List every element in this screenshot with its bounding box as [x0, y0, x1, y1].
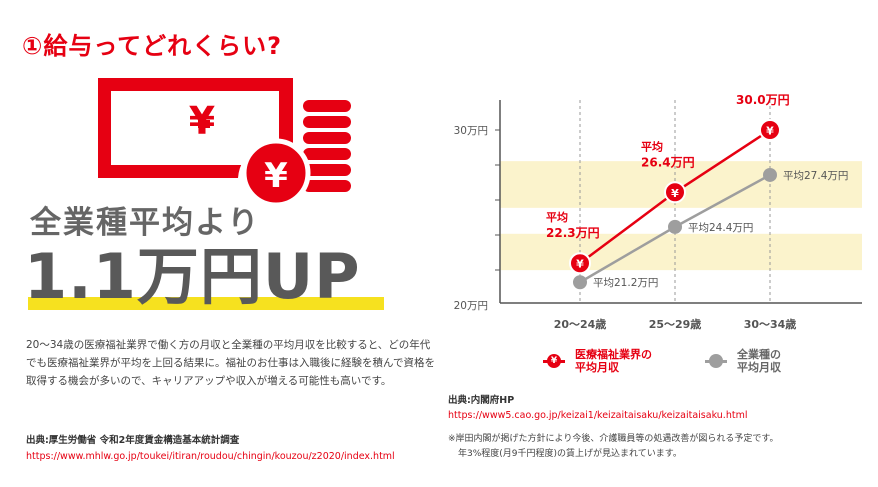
y-tick-label: 30万円: [454, 125, 488, 137]
medical-welfare-data-label: 22.3万円: [546, 226, 600, 240]
highlight-underline: [28, 297, 384, 310]
all-industries-point: [668, 219, 682, 234]
yen-coin-icon: [241, 138, 311, 203]
dot-marker-icon: [709, 354, 723, 368]
right-source-link[interactable]: https://www5.cao.go.jp/keizai1/keizaitai…: [448, 410, 748, 421]
medical-welfare-data-label: 26.4万円: [641, 155, 695, 169]
x-tick-label: 20～24歳: [554, 317, 607, 331]
all-industries-point: [573, 275, 587, 290]
all-industries-data-label: 平均24.4万円: [688, 222, 753, 234]
policy-note: ※岸田内閣が掲げた方針により今後、介護職員等の処遇改善が図られる予定です。 年3…: [448, 432, 778, 462]
medical-welfare-point: [664, 181, 686, 204]
y-tick-label: 20万円: [454, 300, 488, 312]
legend-label-line2: 平均月収: [575, 361, 619, 374]
highlight-band: [500, 233, 862, 271]
legend-all-industries: 全業種の 平均月収: [705, 348, 781, 374]
medical-welfare-point: [759, 119, 781, 141]
legend-label-line2: 平均月収: [737, 361, 781, 374]
banknote-yen-symbol: ¥: [189, 99, 215, 143]
left-source-label: 出典:厚生労働省 令和2年度賃金構造基本統計調査: [26, 435, 240, 446]
all-industries-point: [763, 167, 777, 182]
medical-welfare-label-top: 平均: [546, 210, 568, 224]
salary-line-chart: 30万円 20万円 20～24歳 25～29歳 30～34歳 ¥ ¥ ¥ 平均21.2万円 平…: [454, 90, 862, 331]
right-source-label: 出典:内閣府HP: [448, 395, 515, 406]
coin-yen-symbol: ¥: [264, 156, 288, 196]
yen-marker-icon: ¥: [576, 258, 584, 271]
medical-welfare-point: [569, 252, 591, 275]
money-icon: ¥ ¥: [98, 78, 351, 203]
note-line-1: ※岸田内閣が掲げた方針により今後、介護職員等の処遇改善が図られる予定です。: [448, 434, 779, 444]
page-title: ①給与ってどれくらい?: [22, 32, 283, 60]
medical-welfare-data-label: 30.0万円: [736, 93, 790, 107]
description-text: 20～34歳の医療福祉業界で働く方の月収と全業種の平均月収を比較すると、どの年代…: [26, 339, 435, 387]
legend-label-line1: 全業種の: [737, 348, 781, 361]
headline-figure: 1.1万円UP: [24, 240, 361, 313]
comparison-subhead: 全業種平均より: [30, 205, 261, 241]
medical-welfare-label-top: 平均: [736, 90, 758, 91]
x-tick-label: 25～29歳: [649, 317, 702, 331]
all-industries-data-label: 平均27.4万円: [783, 170, 848, 182]
coin-stack-icon: [303, 100, 351, 192]
yen-marker-icon: ¥: [547, 354, 561, 368]
note-line-2: 年3%程度(月9千円程度)の賃上げが見込まれています。: [458, 449, 682, 459]
yen-marker-icon: ¥: [766, 125, 774, 138]
yen-marker-icon: ¥: [671, 187, 679, 200]
legend-label-line1: 医療福祉業界の: [575, 348, 652, 361]
medical-welfare-label-top: 平均: [641, 139, 663, 153]
left-source-link[interactable]: https://www.mhlw.go.jp/toukei/itiran/rou…: [26, 451, 395, 462]
all-industries-data-label: 平均21.2万円: [593, 277, 658, 289]
legend-medical-welfare: ¥ 医療福祉業界の 平均月収: [543, 348, 652, 374]
x-tick-label: 30～34歳: [744, 317, 797, 331]
